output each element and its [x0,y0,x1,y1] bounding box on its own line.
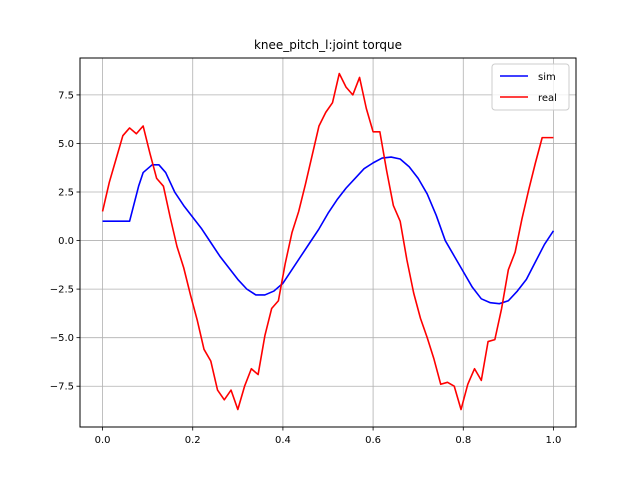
y-tick-label: 5.0 [58,139,74,150]
legend-box [491,63,570,111]
series-line-sim [102,156,555,305]
series-lines [101,72,555,411]
legend-label-sim: sim [538,72,556,83]
y-tick-label: 2.5 [58,188,74,199]
x-tick-label: 1.0 [546,435,562,446]
x-tick-label: 0.8 [455,435,471,446]
y-tick-label: −7.5 [50,382,74,393]
y-tick-label: −2.5 [50,285,74,296]
y-axis-ticks: −7.5 −5.0 −2.5 0.0 2.5 5.0 7.5 [50,90,80,393]
x-tick-label: 0.4 [275,435,291,446]
y-tick-label: 0.0 [58,236,74,247]
x-tick-label: 0.2 [185,435,201,446]
y-tick-label: −5.0 [50,333,74,344]
x-tick-label: 0.0 [95,435,111,446]
legend-label-real: real [538,93,557,104]
series-line-real [101,72,554,411]
x-tick-label: 0.6 [365,435,381,446]
grid-lines [80,58,576,427]
y-tick-label: 7.5 [58,90,74,101]
x-axis-ticks: 0.0 0.2 0.4 0.6 0.8 1.0 [95,427,562,446]
plot-area-frame [79,57,577,428]
legend: sim real [491,63,570,111]
chart-title: knee_pitch_l:joint torque [254,38,402,52]
